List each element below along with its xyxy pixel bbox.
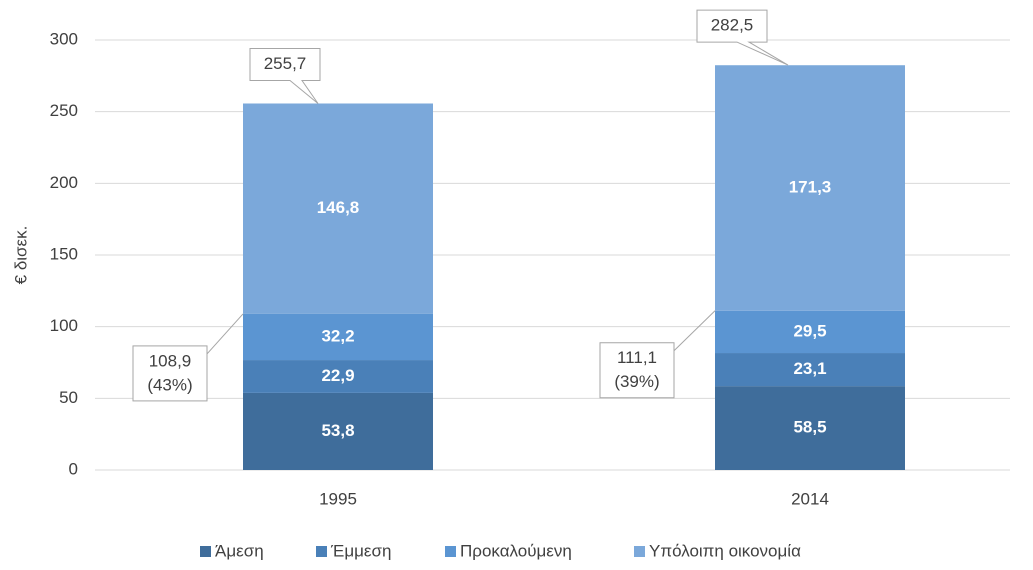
legend-swatch [634, 546, 645, 557]
bar-segment [243, 313, 433, 361]
total-callout [249, 47, 321, 104]
x-tick-label: 1995 [319, 489, 357, 508]
total-callout [696, 9, 789, 66]
data-label: 29,5 [793, 321, 826, 340]
share-label: (43%) [147, 375, 192, 394]
bar-segment [715, 65, 905, 311]
y-tick-label: 0 [69, 459, 78, 478]
y-tick-label: 50 [59, 388, 78, 407]
subtotal-label: 108,9 [149, 351, 192, 370]
bar-segment [243, 392, 433, 470]
share-label: (39%) [614, 372, 659, 391]
bar-segment [243, 360, 433, 393]
y-tick-label: 300 [50, 29, 78, 48]
data-label: 22,9 [321, 366, 354, 385]
total-label: 282,5 [711, 16, 754, 35]
legend-swatch [200, 546, 211, 557]
y-tick-label: 200 [50, 173, 78, 192]
legend-label: Προκαλούμενη [460, 541, 572, 560]
subtotal-label: 111,1 [617, 348, 657, 367]
y-axis-label: € δισεκ. [11, 226, 30, 285]
subtotal-pointer [673, 310, 716, 352]
subtotal-pointer [206, 313, 244, 355]
legend-swatch [445, 546, 456, 557]
bar-segment [715, 386, 905, 470]
bar-segment [243, 103, 433, 314]
legend-label: Έμμεση [330, 541, 391, 560]
y-tick-label: 100 [50, 316, 78, 335]
legend-swatch [316, 546, 327, 557]
bar-segment [715, 310, 905, 354]
data-label: 53,8 [321, 421, 354, 440]
legend-label: Άμεση [215, 541, 264, 560]
y-tick-label: 250 [50, 101, 78, 120]
y-tick-label: 150 [50, 244, 78, 263]
legend-label: Υπόλοιπη οικονομία [649, 541, 801, 560]
data-label: 146,8 [317, 198, 360, 217]
bar-segment [715, 353, 905, 387]
total-label: 255,7 [264, 54, 307, 73]
x-tick-label: 2014 [791, 489, 829, 508]
data-label: 171,3 [789, 177, 832, 196]
data-label: 58,5 [793, 418, 826, 437]
subtotal-callout [132, 345, 208, 402]
data-label: 23,1 [793, 359, 826, 378]
data-label: 32,2 [321, 326, 354, 345]
subtotal-callout [599, 342, 675, 399]
